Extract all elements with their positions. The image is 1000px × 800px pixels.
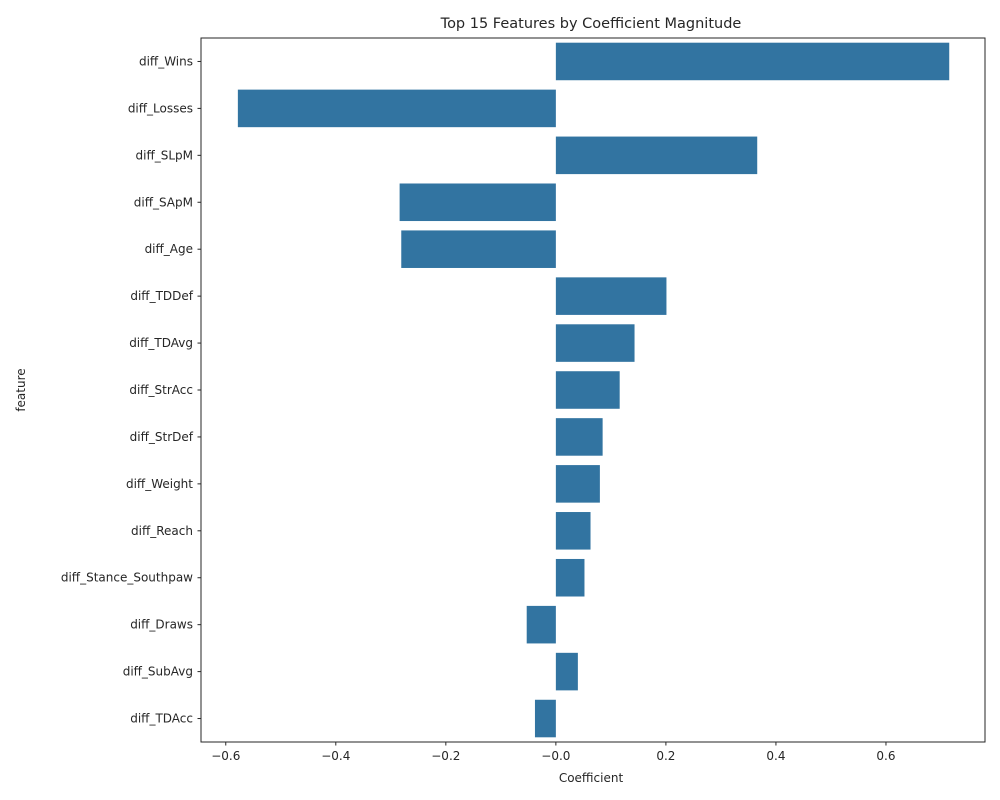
y-tick-labels: diff_Wins diff_Losses diff_SLpM diff_SApMdi… xyxy=(61,54,201,726)
bar-diff_TDAvg xyxy=(555,324,635,362)
y-tick-label: diff_TDAvg xyxy=(129,336,193,350)
bar-diff_Losses xyxy=(237,89,556,128)
x-ticks: −0.6 −0.4 −0.2 −0.0 0.2 0.4 0.6 xyxy=(211,742,896,763)
bar-diff_TDAcc xyxy=(534,699,556,738)
x-tick-label: 0.2 xyxy=(656,749,675,763)
bar-diff_Stance_Southpaw xyxy=(555,558,585,597)
y-tick-label: diff_SApM xyxy=(134,195,193,209)
y-tick-label: diff_Losses xyxy=(128,101,193,115)
bars-group xyxy=(237,42,950,738)
x-axis-title: Coefficient xyxy=(559,771,624,785)
bar-diff_Wins xyxy=(555,42,950,81)
bar-diff_Draws xyxy=(526,605,556,644)
x-tick-label: −0.6 xyxy=(211,749,240,763)
bar-diff_TDDef xyxy=(555,277,667,315)
bar-diff_Weight xyxy=(555,465,600,503)
y-tick-label: diff_Wins xyxy=(139,54,193,68)
y-tick-label: diff_Weight xyxy=(126,477,193,491)
y-tick-label: diff_SLpM xyxy=(136,148,194,162)
bar-diff_SubAvg xyxy=(555,652,578,691)
y-tick-label: diff_TDAcc xyxy=(130,712,193,726)
bar-diff_StrDef xyxy=(555,418,603,456)
y-tick-label: diff_Stance_Southpaw xyxy=(61,571,193,585)
y-tick-label: diff_Reach xyxy=(131,524,193,538)
bar-diff_SApM xyxy=(399,183,556,222)
y-tick-label: diff_StrAcc xyxy=(129,383,193,397)
y-tick-label: diff_TDDef xyxy=(130,289,193,303)
y-tick-label: diff_StrDef xyxy=(130,430,194,444)
x-tick-label: −0.0 xyxy=(541,749,570,763)
x-tick-label: −0.4 xyxy=(321,749,350,763)
x-tick-label: 0.6 xyxy=(876,749,895,763)
bar-diff_StrAcc xyxy=(555,371,620,409)
y-tick-label: diff_SubAvg xyxy=(123,665,193,679)
chart-title: Top 15 Features by Coefficient Magnitude xyxy=(440,16,742,32)
y-tick-label: diff_Draws xyxy=(130,618,193,632)
y-tick-label: diff_Age xyxy=(145,242,193,256)
bar-diff_SLpM xyxy=(555,136,758,175)
bar-diff_Age xyxy=(401,230,556,268)
x-tick-label: −0.2 xyxy=(431,749,460,763)
x-tick-label: 0.4 xyxy=(766,749,785,763)
plot-frame xyxy=(200,37,986,743)
y-axis-title: feature xyxy=(14,368,28,411)
bar-diff_Reach xyxy=(555,512,591,550)
